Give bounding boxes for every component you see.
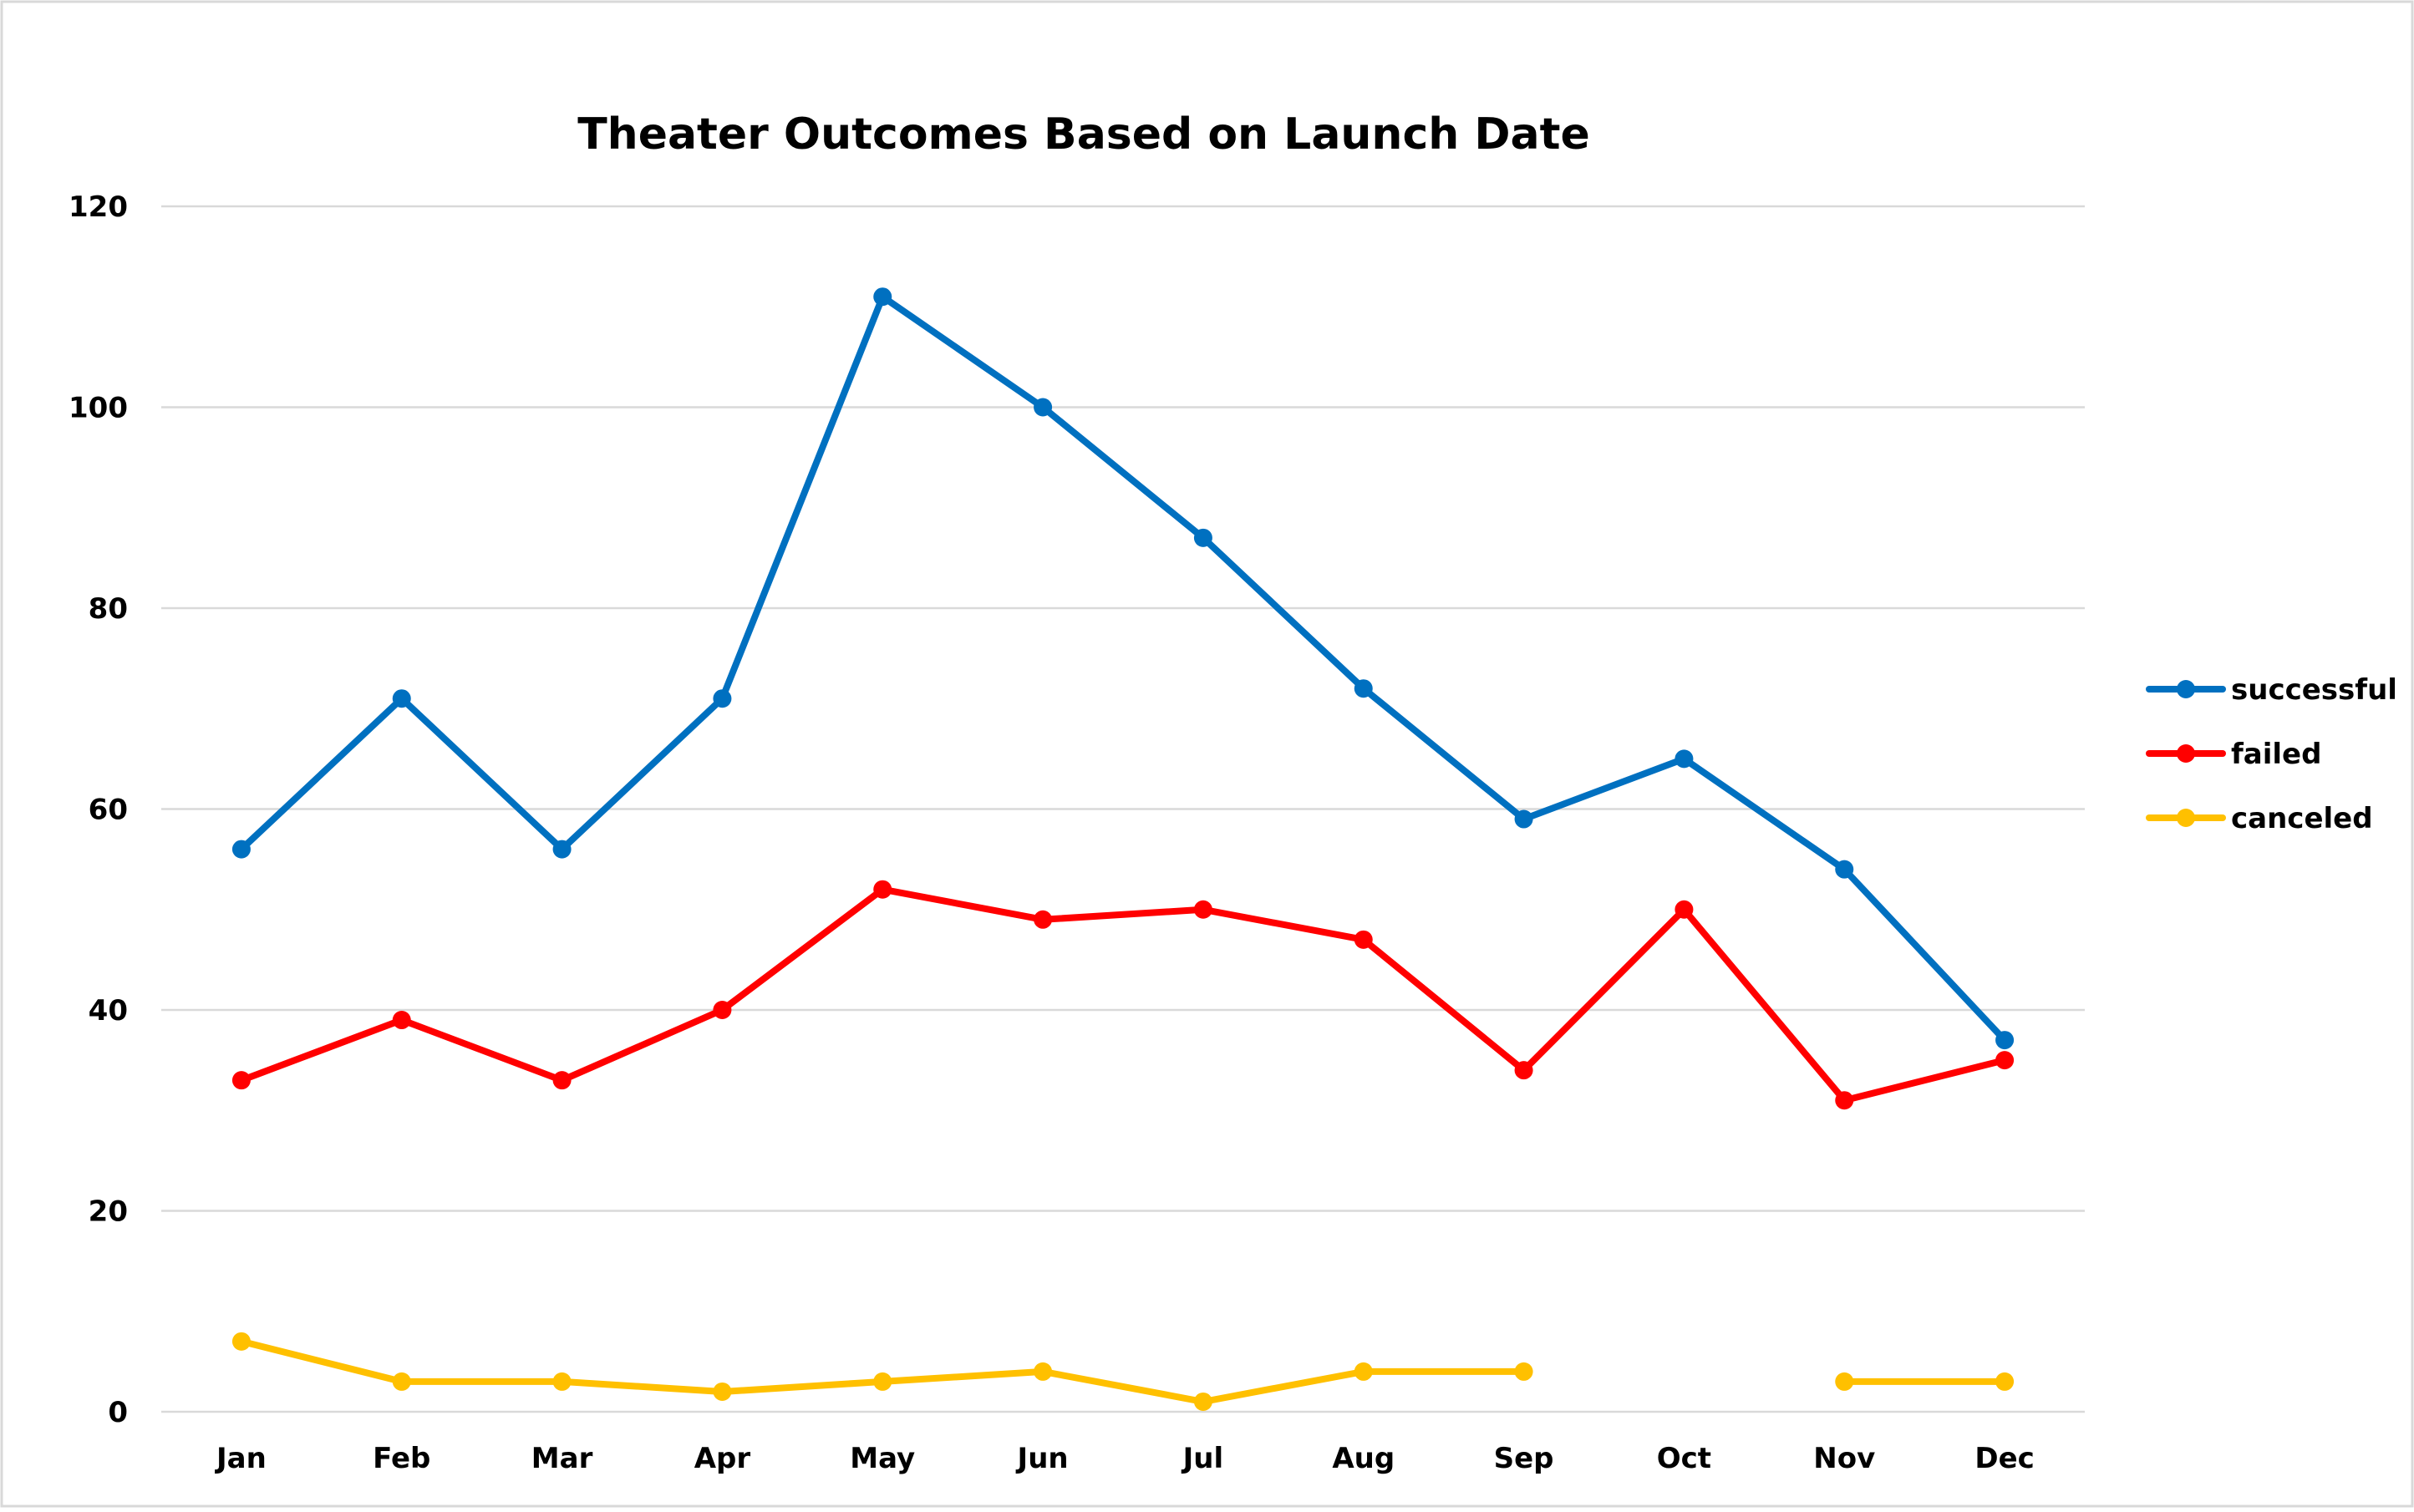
- data-point-successful: [1193, 528, 1212, 547]
- data-point-failed: [873, 880, 892, 899]
- legend-swatch-marker: [2177, 744, 2195, 763]
- data-point-canceled: [552, 1372, 572, 1391]
- x-tick-label: Jul: [1182, 1442, 1224, 1475]
- series-line-failed: [237, 885, 2009, 1104]
- data-point-canceled: [713, 1382, 732, 1401]
- data-point-failed: [552, 1071, 572, 1090]
- data-point-successful: [1995, 1031, 2015, 1050]
- x-tick-label: Jun: [1016, 1442, 1069, 1475]
- y-tick-label: 60: [89, 794, 128, 827]
- data-point-successful: [392, 689, 411, 708]
- gridlines: [161, 205, 2085, 1413]
- data-point-failed: [1354, 930, 1373, 949]
- data-point-successful: [873, 287, 892, 307]
- y-tick-label: 120: [69, 190, 128, 224]
- legend-label: canceled: [2231, 802, 2373, 835]
- data-point-canceled: [1034, 1362, 1053, 1381]
- y-tick-label: 0: [108, 1396, 128, 1429]
- data-point-canceled: [1995, 1372, 2015, 1391]
- data-point-successful: [713, 689, 732, 708]
- legend-label: failed: [2231, 738, 2321, 771]
- legend-label: successful: [2231, 673, 2397, 707]
- data-point-canceled: [1514, 1362, 1533, 1381]
- x-tick-label: Aug: [1332, 1442, 1395, 1475]
- data-point-canceled: [1354, 1362, 1373, 1381]
- x-tick-label: Apr: [694, 1442, 751, 1475]
- y-tick-label: 100: [69, 392, 128, 425]
- data-point-canceled: [392, 1372, 411, 1391]
- y-axis-tick-labels: 0 20 40 60 80 100 120: [69, 190, 128, 1429]
- legend: successful failed canceled: [2146, 673, 2397, 835]
- legend-item-canceled: canceled: [2146, 802, 2373, 835]
- x-tick-label: Dec: [1974, 1442, 2034, 1475]
- y-tick-label: 20: [89, 1195, 128, 1229]
- x-tick-label: May: [850, 1442, 915, 1475]
- data-point-successful: [1675, 749, 1694, 769]
- legend-swatch-marker: [2177, 809, 2195, 827]
- data-point-canceled: [1193, 1392, 1212, 1411]
- data-point-failed: [1995, 1051, 2015, 1070]
- x-tick-label: Oct: [1657, 1442, 1711, 1475]
- x-tick-label: Nov: [1813, 1442, 1875, 1475]
- series-canceled: [231, 1332, 2015, 1411]
- x-axis-tick-labels: Jan Feb Mar Apr May Jun Jul Aug Sep Oct Nov Dec: [215, 1442, 2035, 1475]
- data-point-failed: [392, 1011, 411, 1030]
- x-tick-label: Mar: [531, 1442, 593, 1475]
- legend-item-failed: failed: [2146, 738, 2321, 771]
- data-point-failed: [1034, 910, 1053, 929]
- legend-item-successful: successful: [2146, 673, 2397, 707]
- series-group: [231, 287, 2015, 1411]
- y-tick-label: 40: [89, 994, 128, 1027]
- data-point-failed: [231, 1071, 251, 1090]
- series-line-successful: [237, 293, 2009, 1044]
- x-tick-label: Feb: [373, 1442, 430, 1475]
- x-tick-label: Jan: [215, 1442, 267, 1475]
- data-point-successful: [552, 840, 572, 859]
- data-point-failed: [1675, 900, 1694, 919]
- data-point-successful: [1835, 860, 1854, 879]
- y-tick-label: 80: [89, 592, 128, 626]
- data-point-canceled: [873, 1372, 892, 1391]
- data-point-successful: [231, 840, 251, 859]
- data-point-canceled: [1835, 1372, 1854, 1391]
- data-point-successful: [1354, 679, 1373, 698]
- data-point-failed: [1514, 1061, 1533, 1080]
- data-point-successful: [1034, 398, 1053, 417]
- series-failed: [231, 880, 2015, 1110]
- data-point-failed: [1193, 900, 1212, 919]
- data-point-failed: [1835, 1091, 1854, 1110]
- legend-swatch-marker: [2177, 680, 2195, 698]
- data-point-successful: [1514, 809, 1533, 829]
- data-point-canceled: [231, 1332, 251, 1351]
- x-tick-label: Sep: [1494, 1442, 1554, 1475]
- chart-title: Theater Outcomes Based on Launch Date: [577, 109, 1590, 160]
- series-successful: [231, 287, 2015, 1050]
- data-point-failed: [713, 1001, 732, 1019]
